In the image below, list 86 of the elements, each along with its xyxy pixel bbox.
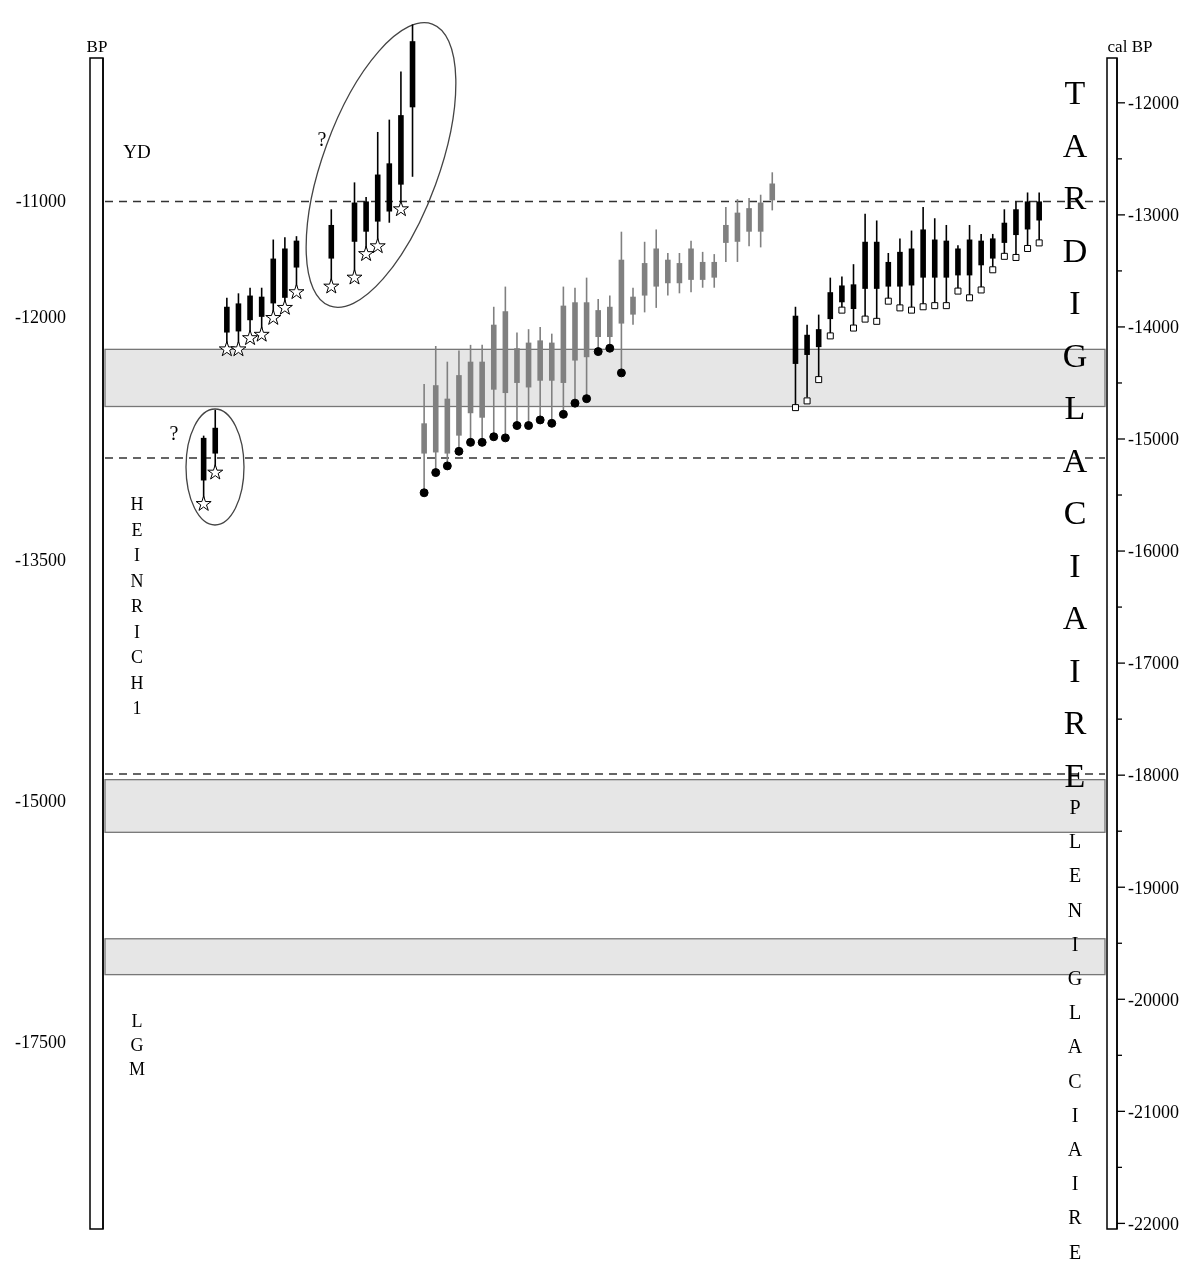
point (791, 404, 799, 412)
candlestick (630, 286, 636, 326)
point (207, 464, 224, 480)
point (908, 306, 916, 314)
candlestick (746, 197, 752, 248)
point (977, 286, 985, 294)
text: -13500 (15, 550, 66, 570)
y-tick-label: -21000 (1128, 1101, 1179, 1122)
point (547, 418, 557, 428)
point (500, 433, 510, 443)
point (605, 343, 615, 353)
y-tick-label: -20000 (1128, 989, 1179, 1010)
point (803, 397, 811, 405)
point (966, 294, 974, 302)
point (195, 495, 212, 511)
text: PLENIGLACIAIRE (1067, 796, 1083, 1263)
y-tick-label: -14000 (1128, 317, 1179, 338)
point (593, 347, 603, 357)
point (558, 409, 568, 419)
point (954, 287, 962, 295)
point (369, 237, 386, 254)
point (253, 326, 270, 342)
y-tick-label: -18000 (1128, 765, 1179, 786)
point (1035, 239, 1043, 247)
point (323, 278, 340, 294)
annotation: YD (123, 141, 151, 162)
point (1024, 245, 1032, 252)
point (582, 394, 592, 404)
point (392, 200, 409, 217)
text: TARDIGLACIAIRE (1062, 74, 1088, 794)
point (1012, 253, 1020, 261)
y-tick-label: -19000 (1128, 877, 1179, 898)
candlestick (711, 253, 718, 289)
y-tick-label: -17000 (1128, 653, 1179, 674)
point (873, 317, 881, 325)
point (419, 488, 429, 498)
point (838, 306, 846, 314)
text: BP (86, 37, 108, 56)
point (454, 446, 464, 456)
point (265, 309, 282, 325)
candlestick (665, 252, 671, 297)
point (477, 437, 487, 447)
point (861, 315, 869, 323)
y-tick-label: -13000 (1128, 205, 1179, 226)
point (931, 302, 939, 310)
text: -12000 (15, 307, 66, 327)
candlestick (723, 206, 729, 263)
annotation: ? (317, 128, 327, 150)
point (1000, 252, 1008, 260)
point (942, 302, 950, 310)
point (218, 340, 235, 357)
text: cal BP (1107, 37, 1153, 56)
text: -15000 (15, 791, 66, 811)
point (288, 283, 305, 300)
point (489, 432, 499, 442)
point (815, 376, 823, 384)
candlestick (769, 171, 776, 212)
point (826, 332, 834, 340)
y-tick-label: -15000 (1128, 429, 1179, 450)
point (850, 324, 857, 332)
point (346, 269, 363, 285)
annotation: LGM (128, 1011, 146, 1079)
point (896, 304, 904, 312)
point (524, 421, 534, 431)
point (535, 415, 545, 425)
point (884, 297, 892, 305)
y-tick-label: -16000 (1128, 541, 1179, 562)
text: HEINRICH 1 (130, 494, 144, 718)
point (230, 340, 247, 357)
candlestick (699, 251, 706, 289)
text: -17500 (15, 1032, 66, 1052)
point (616, 368, 626, 378)
point (570, 398, 580, 408)
point (512, 421, 522, 431)
point (919, 303, 927, 311)
point (466, 437, 476, 447)
text: -11000 (15, 191, 66, 211)
point (276, 299, 293, 315)
y-tick-label: -12000 (1128, 93, 1179, 114)
point (442, 461, 452, 471)
point (989, 266, 997, 274)
point (242, 329, 259, 346)
annotation: ? (169, 422, 179, 444)
y-tick-label: -22000 (1128, 1213, 1179, 1234)
point (431, 468, 441, 478)
point (358, 245, 375, 261)
